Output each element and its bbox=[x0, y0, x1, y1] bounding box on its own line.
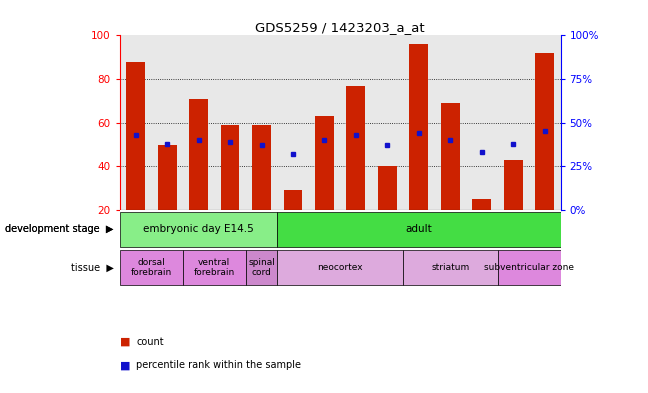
Bar bbox=[410, 44, 428, 210]
Text: development stage  ▶: development stage ▶ bbox=[5, 224, 113, 234]
Bar bbox=[246, 250, 277, 285]
Bar bbox=[120, 250, 183, 285]
Bar bbox=[403, 250, 498, 285]
Bar bbox=[252, 125, 271, 210]
Text: spinal
cord: spinal cord bbox=[248, 258, 275, 277]
Text: subventricular zone: subventricular zone bbox=[484, 263, 574, 272]
Text: dorsal
forebrain: dorsal forebrain bbox=[131, 258, 172, 277]
Bar bbox=[441, 103, 460, 210]
Bar bbox=[535, 53, 554, 210]
Bar bbox=[277, 250, 403, 285]
Bar bbox=[378, 166, 397, 210]
Bar bbox=[126, 62, 145, 210]
Bar bbox=[183, 250, 246, 285]
Bar bbox=[189, 99, 208, 210]
Bar bbox=[347, 86, 365, 210]
Text: embryonic day E14.5: embryonic day E14.5 bbox=[143, 224, 254, 234]
Text: percentile rank within the sample: percentile rank within the sample bbox=[136, 360, 301, 371]
Text: neocortex: neocortex bbox=[318, 263, 363, 272]
Bar bbox=[277, 212, 561, 246]
Bar bbox=[120, 212, 277, 246]
Title: GDS5259 / 1423203_a_at: GDS5259 / 1423203_a_at bbox=[255, 21, 425, 34]
Text: tissue  ▶: tissue ▶ bbox=[71, 263, 113, 273]
Text: striatum: striatum bbox=[431, 263, 470, 272]
Text: ■: ■ bbox=[120, 360, 130, 371]
Bar bbox=[315, 116, 334, 210]
Bar bbox=[498, 250, 561, 285]
Bar bbox=[220, 125, 240, 210]
Bar bbox=[472, 199, 491, 210]
Text: ■: ■ bbox=[120, 337, 130, 347]
Bar bbox=[284, 190, 303, 210]
Bar bbox=[504, 160, 523, 210]
Text: ventral
forebrain: ventral forebrain bbox=[194, 258, 235, 277]
Bar bbox=[157, 145, 176, 210]
Text: count: count bbox=[136, 337, 164, 347]
Text: adult: adult bbox=[406, 224, 432, 234]
Text: development stage  ▶: development stage ▶ bbox=[5, 224, 113, 234]
